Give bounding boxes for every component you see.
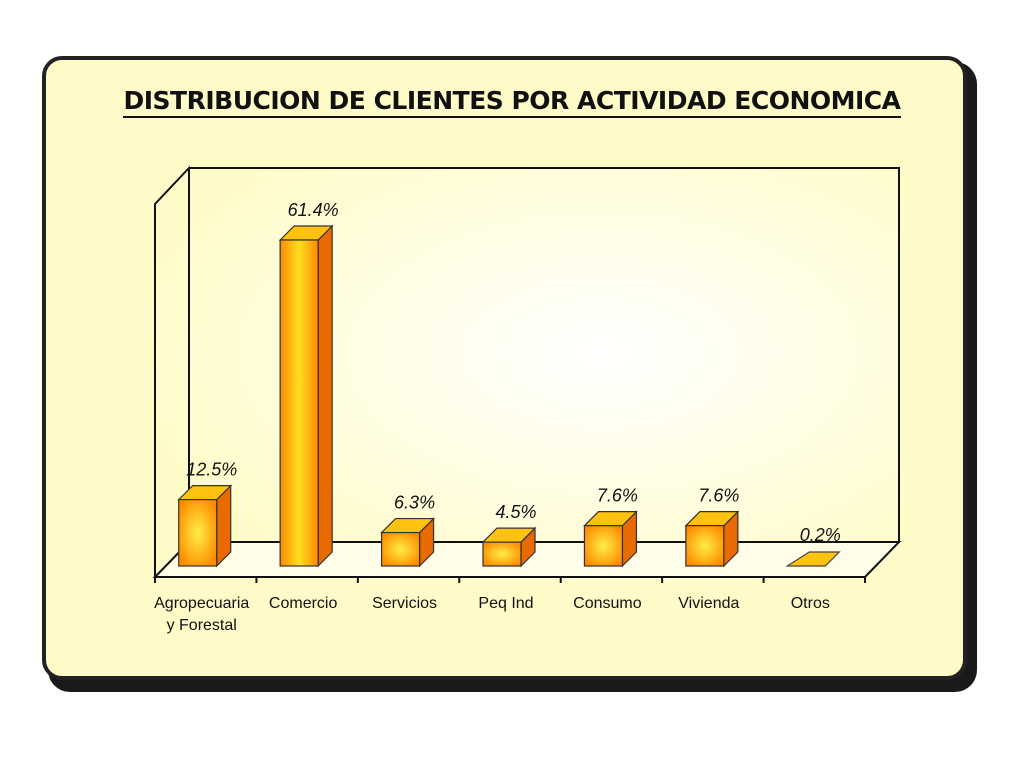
data-label: 4.5% [495, 502, 536, 522]
bar [684, 510, 740, 568]
bar [481, 526, 537, 568]
bar [278, 224, 334, 568]
data-label: 0.2% [800, 525, 841, 545]
x-axis-ticks-group: Agropecuaria y Forestal Comercio Servicios P… [154, 577, 866, 634]
bar [380, 517, 436, 568]
left-wall [154, 165, 190, 577]
bar-front [178, 499, 218, 567]
bar [177, 484, 233, 568]
data-label: 6.3% [394, 493, 435, 513]
bar-side [317, 224, 333, 568]
bar-front [380, 531, 421, 567]
chart-title: DISTRIBUCION DE CLIENTES POR ACTIVIDAD E… [123, 86, 901, 118]
bar-top [785, 551, 841, 567]
x-tick-label: Comercio [269, 595, 338, 612]
data-labels-group: 12.5% 61.4% 6.3% 4.5% 7.6% 7.6% 0.2% [186, 200, 841, 545]
data-label: 61.4% [288, 200, 339, 220]
plot-area [155, 168, 900, 580]
plot-background [155, 168, 900, 580]
bar [785, 551, 841, 567]
bar-front [583, 525, 624, 567]
x-tick-label: Peq Ind [478, 595, 533, 612]
x-tick-label: Consumo [573, 595, 642, 612]
bar-front [279, 239, 319, 567]
x-tick-label: Otros [791, 595, 830, 612]
bars-group [177, 224, 841, 568]
data-label: 12.5% [186, 460, 237, 480]
bar [582, 510, 638, 568]
x-tick-label: Vivienda [678, 595, 739, 612]
x-tick-label: Servicios [372, 595, 437, 612]
bar-front [482, 541, 522, 567]
x-tick-label: Agropecuaria y Forestal [154, 595, 249, 634]
chart-title-container: DISTRIBUCION DE CLIENTES POR ACTIVIDAD E… [0, 86, 1024, 118]
bar-front [685, 525, 725, 567]
data-label: 7.6% [597, 486, 638, 506]
data-label: 7.6% [698, 486, 739, 506]
